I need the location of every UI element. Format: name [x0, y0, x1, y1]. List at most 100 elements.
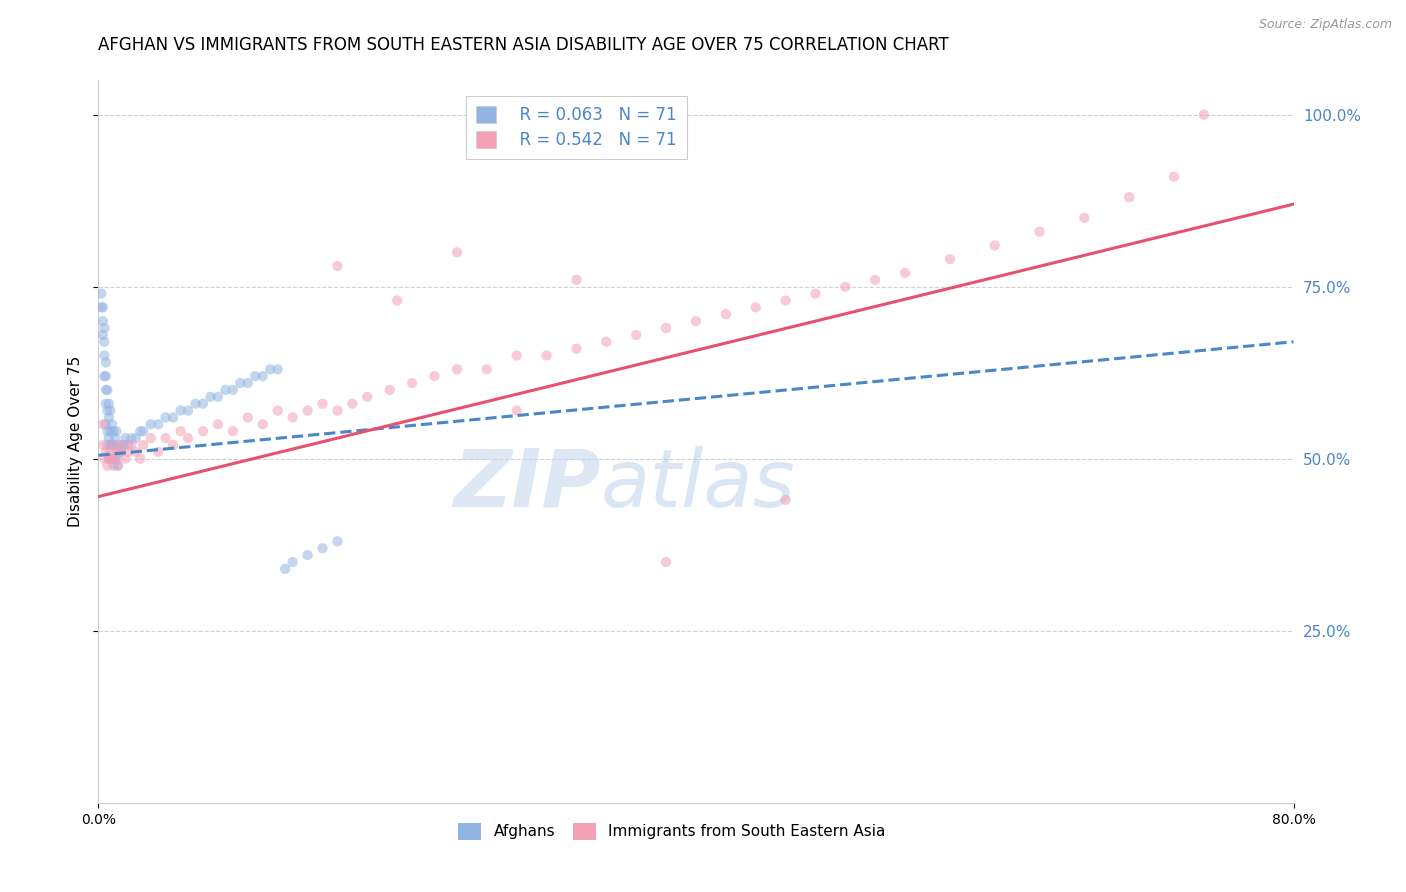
Point	[132, 438, 155, 452]
Point	[91, 301, 114, 315]
Point	[101, 451, 124, 466]
Point	[101, 451, 124, 466]
Point	[91, 314, 114, 328]
Point	[114, 451, 136, 466]
Point	[98, 438, 122, 452]
Point	[685, 314, 707, 328]
Point	[177, 403, 200, 417]
Point	[222, 424, 245, 438]
Point	[207, 417, 229, 432]
Point	[865, 273, 887, 287]
Point	[267, 403, 290, 417]
Point	[155, 410, 177, 425]
Text: AFGHAN VS IMMIGRANTS FROM SOUTH EASTERN ASIA DISABILITY AGE OVER 75 CORRELATION : AFGHAN VS IMMIGRANTS FROM SOUTH EASTERN …	[98, 36, 949, 54]
Point	[297, 548, 319, 562]
Point	[214, 383, 236, 397]
Point	[506, 403, 529, 417]
Point	[97, 410, 120, 425]
Point	[104, 431, 127, 445]
Point	[94, 355, 117, 369]
Point	[1073, 211, 1095, 225]
Point	[94, 369, 117, 384]
Point	[120, 431, 142, 445]
Point	[274, 562, 297, 576]
Point	[97, 431, 120, 445]
Point	[714, 307, 737, 321]
Point	[200, 390, 222, 404]
Point	[120, 438, 142, 452]
Point	[1118, 190, 1140, 204]
Point	[107, 438, 129, 452]
Point	[97, 397, 120, 411]
Text: ZIP: ZIP	[453, 446, 600, 524]
Point	[1192, 108, 1215, 122]
Point	[655, 321, 678, 335]
Point	[104, 451, 127, 466]
Point	[98, 424, 122, 438]
Point	[342, 397, 364, 411]
Point	[385, 293, 409, 308]
Point	[105, 451, 128, 466]
Point	[110, 445, 132, 459]
Legend: Afghans, Immigrants from South Eastern Asia: Afghans, Immigrants from South Eastern A…	[453, 817, 891, 846]
Point	[132, 424, 155, 438]
Point	[97, 451, 120, 466]
Point	[252, 369, 274, 384]
Point	[326, 259, 349, 273]
Point	[98, 445, 122, 459]
Point	[1163, 169, 1185, 184]
Point	[326, 534, 349, 549]
Point	[129, 451, 152, 466]
Point	[281, 555, 304, 569]
Point	[894, 266, 917, 280]
Point	[162, 438, 184, 452]
Point	[655, 555, 678, 569]
Point	[103, 424, 125, 438]
Point	[446, 362, 468, 376]
Point	[129, 424, 152, 438]
Point	[191, 397, 214, 411]
Point	[139, 417, 162, 432]
Point	[94, 417, 117, 432]
Point	[222, 383, 245, 397]
Point	[184, 397, 207, 411]
Point	[114, 431, 136, 445]
Point	[93, 321, 115, 335]
Point	[117, 445, 139, 459]
Point	[101, 417, 124, 432]
Point	[105, 424, 128, 438]
Point	[834, 279, 856, 293]
Point	[169, 403, 191, 417]
Point	[103, 438, 125, 452]
Point	[565, 342, 588, 356]
Point	[259, 362, 281, 376]
Point	[177, 431, 200, 445]
Point	[96, 403, 118, 417]
Point	[236, 410, 259, 425]
Point	[117, 438, 139, 452]
Point	[96, 424, 118, 438]
Point	[112, 438, 135, 452]
Point	[984, 238, 1007, 252]
Point	[401, 376, 423, 390]
Y-axis label: Disability Age Over 75: Disability Age Over 75	[67, 356, 83, 527]
Point	[107, 458, 129, 473]
Point	[148, 417, 170, 432]
Point	[96, 438, 118, 452]
Point	[110, 445, 132, 459]
Point	[105, 445, 128, 459]
Point	[169, 424, 191, 438]
Point	[96, 458, 118, 473]
Text: atlas: atlas	[600, 446, 796, 524]
Point	[565, 273, 588, 287]
Point	[775, 293, 797, 308]
Point	[91, 417, 114, 432]
Point	[267, 362, 290, 376]
Point	[93, 451, 115, 466]
Point	[91, 327, 114, 342]
Point	[108, 445, 131, 459]
Point	[536, 349, 558, 363]
Point	[245, 369, 267, 384]
Point	[104, 451, 127, 466]
Point	[107, 458, 129, 473]
